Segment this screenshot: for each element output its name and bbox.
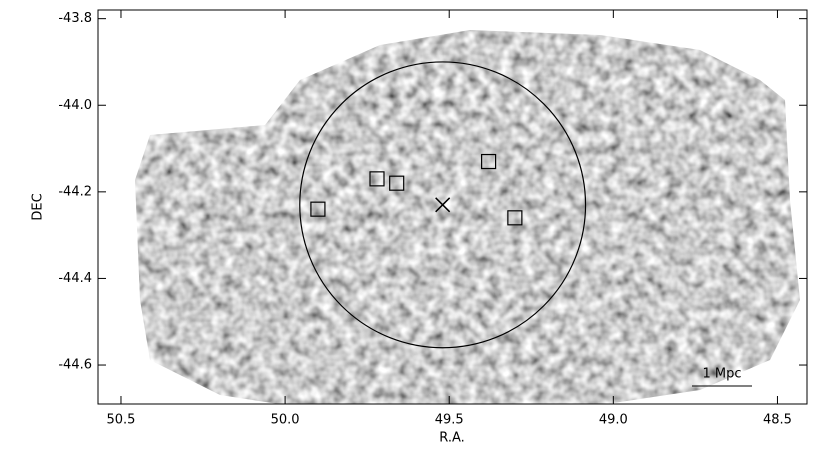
square-marker <box>507 210 523 226</box>
y-tick-label: -44.6 <box>58 358 92 373</box>
square-marker <box>389 175 405 191</box>
x-marker <box>435 197 451 213</box>
aperture-circle <box>299 61 587 349</box>
x-tick-label: 50.0 <box>271 413 300 428</box>
x-tick-label: 49.5 <box>435 413 464 428</box>
y-tick-label: -44.2 <box>58 184 92 199</box>
square-marker <box>310 201 326 217</box>
scale-bar-label: 1 Mpc <box>702 367 741 382</box>
plot-frame <box>97 9 808 405</box>
x-tick-label: 48.5 <box>763 413 792 428</box>
y-axis-label: DEC <box>31 193 46 220</box>
image-area <box>135 30 800 404</box>
y-tick-label: -43.8 <box>58 11 92 26</box>
y-tick-label: -44.4 <box>58 271 92 286</box>
x-axis-label: R.A. <box>439 431 465 446</box>
square-marker <box>481 153 497 170</box>
x-tick-label: 50.5 <box>107 413 136 428</box>
y-tick-label: -44.0 <box>58 98 92 113</box>
noise-image <box>135 30 800 404</box>
x-tick-label: 49.0 <box>599 413 628 428</box>
square-marker <box>369 171 385 187</box>
